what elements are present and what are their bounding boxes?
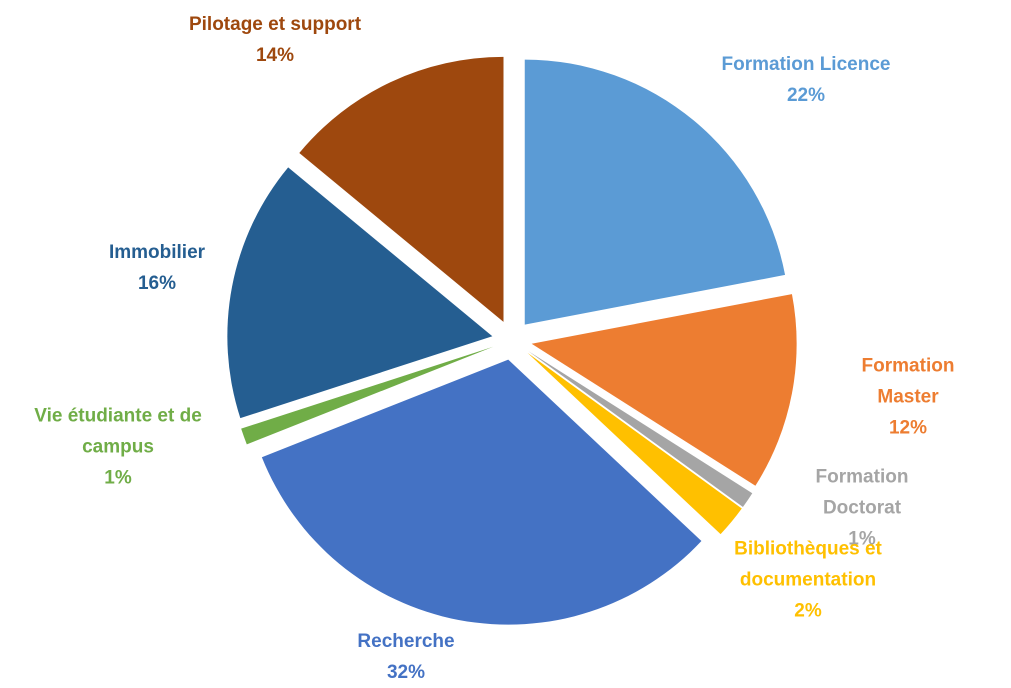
pie-slice	[524, 59, 786, 325]
slice-label: Bibliothèques et documentation 2%	[708, 534, 908, 627]
pie-slice	[241, 346, 494, 445]
slice-label: Formation Licence 22%	[722, 49, 891, 111]
category-label: Formation Licence	[721, 54, 891, 75]
slice-label: Pilotage et support 14%	[189, 9, 361, 71]
pie-slice	[261, 359, 702, 625]
category-label: Immobilier	[108, 242, 206, 263]
value-label: 1%	[104, 467, 132, 489]
pie-slice	[227, 167, 493, 419]
category-label: Vie étudiante et de campus	[34, 405, 202, 458]
value-label: 22%	[786, 85, 826, 106]
category-label: Formation Master	[861, 355, 955, 408]
slice-label: Vie étudiante et de campus 1%	[3, 401, 233, 494]
pie-slice	[299, 56, 504, 322]
category-label: Pilotage et support	[188, 14, 362, 35]
pie-slice	[528, 351, 753, 508]
value-label: 2%	[794, 600, 822, 622]
slice-label: Formation Master 12%	[857, 351, 960, 444]
category-label: Bibliothèques et documentation	[734, 538, 882, 591]
value-label: 14%	[255, 45, 295, 66]
pie-slice	[531, 294, 797, 486]
slice-label: Immobilier 16%	[109, 237, 205, 299]
value-label: 16%	[137, 273, 177, 294]
value-label: 12%	[888, 417, 928, 439]
value-label: 32%	[386, 662, 426, 683]
slice-label: Recherche 32%	[357, 626, 454, 688]
category-label: Formation Doctorat	[815, 466, 909, 519]
value-label: 1%	[848, 528, 876, 550]
slice-label: Formation Doctorat 1%	[788, 462, 937, 555]
category-label: Recherche	[357, 631, 455, 652]
pie-slice	[527, 352, 742, 535]
